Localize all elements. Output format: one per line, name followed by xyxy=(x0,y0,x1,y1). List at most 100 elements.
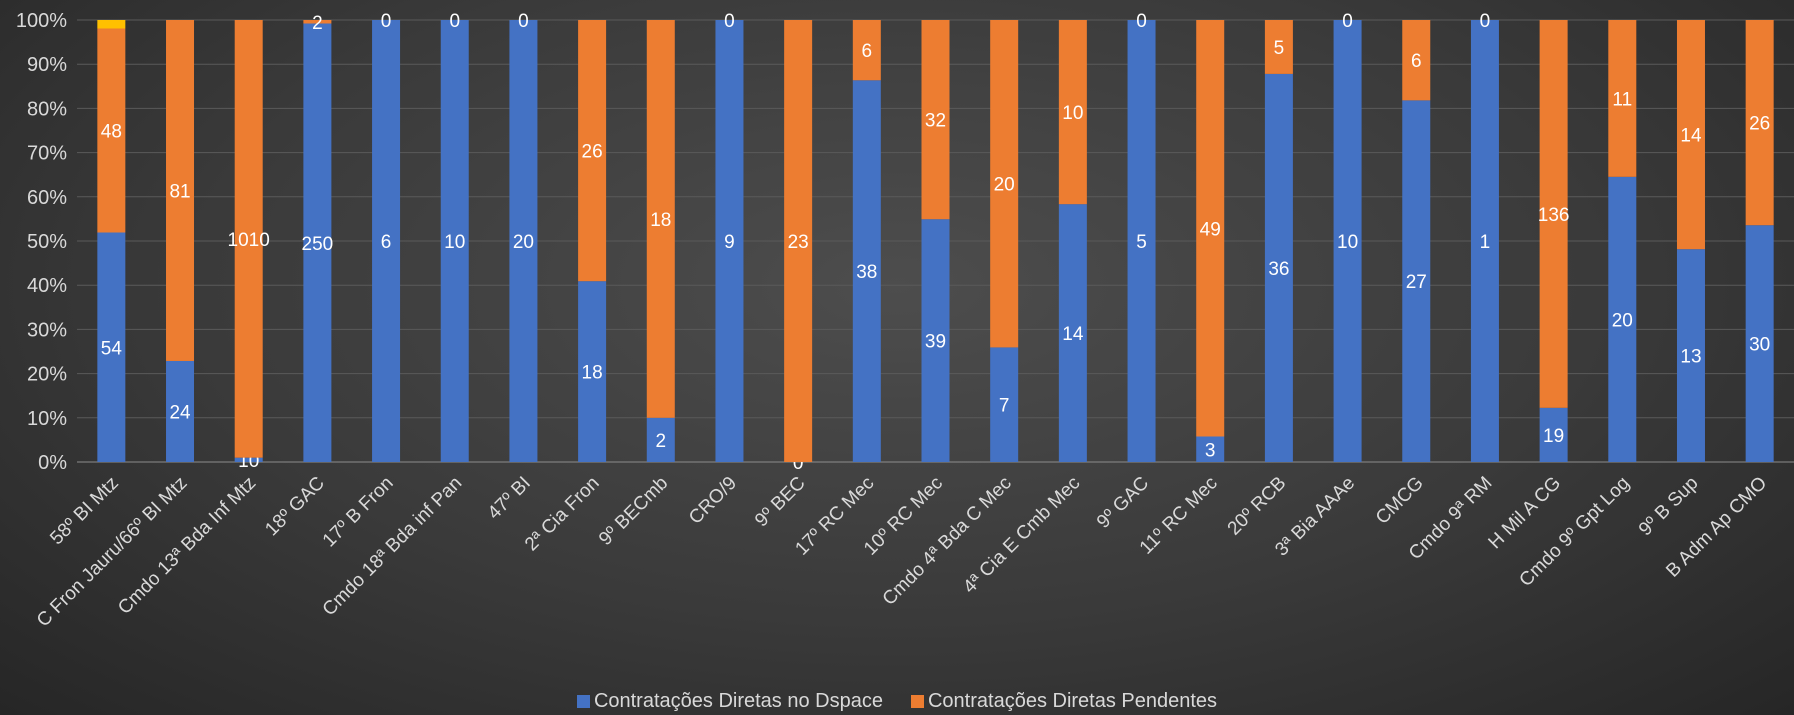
y-tick-label-80: 80% xyxy=(27,98,67,120)
y-tick-label-0: 0% xyxy=(38,452,67,474)
bar-segment-s0-13 xyxy=(990,347,1019,462)
data-label-s1-6: 0 xyxy=(518,11,529,32)
data-label-s0-22: 20 xyxy=(1612,310,1633,331)
data-label-s1-23: 14 xyxy=(1680,126,1702,147)
data-label-s1-21: 136 xyxy=(1538,205,1570,226)
data-label-s1-14: 10 xyxy=(1062,103,1083,124)
bar-segment-s0-14 xyxy=(1058,204,1087,462)
bar-segment-s0-12 xyxy=(921,219,950,462)
bar-segment-s0-19 xyxy=(1402,100,1431,462)
bar-segment-s1-10 xyxy=(784,20,813,462)
data-label-s1-2: 1010 xyxy=(228,230,270,251)
data-label-s0-8: 2 xyxy=(655,431,666,452)
data-label-s0-21: 19 xyxy=(1543,426,1564,447)
y-tick-label-30: 30% xyxy=(27,319,67,341)
bar-segment-s0-9 xyxy=(715,20,744,462)
legend-swatch-pendentes xyxy=(910,695,924,708)
bar-segment-s1-17 xyxy=(1264,20,1293,74)
bar-segment-s1-3 xyxy=(303,20,332,24)
bar-segment-s0-6 xyxy=(509,20,538,462)
data-label-s0-13: 7 xyxy=(999,396,1010,417)
data-label-s1-18: 0 xyxy=(1342,11,1353,32)
bar-segment-s0-11 xyxy=(852,80,881,462)
data-label-s1-7: 26 xyxy=(582,142,603,163)
bar-segment-s1-24 xyxy=(1745,20,1774,226)
y-tick-label-100: 100% xyxy=(16,10,67,32)
data-label-s0-19: 27 xyxy=(1406,272,1427,293)
category-label-8: 9º BECmb xyxy=(595,473,672,550)
y-tick-label-90: 90% xyxy=(27,54,67,76)
data-label-s0-14: 14 xyxy=(1062,324,1084,345)
category-label-13: Cmdo 4ª Bda C Mec xyxy=(879,473,1016,610)
bar-segment-s1-14 xyxy=(1058,20,1087,205)
data-label-s0-15: 5 xyxy=(1136,232,1147,253)
bar-segment-s0-15 xyxy=(1127,20,1156,462)
data-label-s0-18: 10 xyxy=(1337,232,1358,253)
data-label-s1-10: 23 xyxy=(788,232,809,253)
data-label-s1-15: 0 xyxy=(1136,11,1147,32)
category-label-5: Cmdo 18ª Bda inf Pan xyxy=(319,473,467,621)
data-label-s1-17: 5 xyxy=(1274,38,1285,59)
data-label-s1-1: 81 xyxy=(169,181,190,202)
bar-segment-s1-12 xyxy=(921,20,950,220)
y-tick-label-50: 50% xyxy=(27,231,67,253)
data-label-s0-6: 20 xyxy=(513,232,534,253)
bar-segment-s1-8 xyxy=(646,20,675,418)
bar-segment-s0-8 xyxy=(646,417,675,462)
bar-segment-s0-4 xyxy=(372,20,401,462)
legend: Contratações Diretas no Dspace Contrataç… xyxy=(0,690,1794,713)
data-label-s1-8: 18 xyxy=(650,210,671,231)
category-label-19: CMCG xyxy=(1372,473,1428,529)
bar-segment-s0-22 xyxy=(1608,176,1637,462)
bar-segment-s0-0 xyxy=(97,232,126,462)
data-label-s0-16: 3 xyxy=(1205,440,1216,461)
data-label-s1-5: 0 xyxy=(449,11,460,32)
category-label-6: 47º BI xyxy=(484,473,535,524)
category-label-14: 4ª Cia E Cmb Mec xyxy=(959,473,1084,598)
category-label-23: 9º B Sup xyxy=(1635,473,1703,541)
bar-segment-s0-20 xyxy=(1470,20,1499,462)
category-label-17: 20º RCB xyxy=(1224,473,1291,540)
data-label-s1-9: 0 xyxy=(724,11,735,32)
bar-segment-s1-7 xyxy=(578,20,607,282)
data-label-s1-20: 0 xyxy=(1480,11,1491,32)
data-label-s1-19: 6 xyxy=(1411,51,1422,72)
legend-label-pendentes: Contratações Diretas Pendentes xyxy=(927,690,1218,712)
bar-segment-s1-13 xyxy=(990,20,1019,348)
data-label-s1-4: 0 xyxy=(381,11,392,32)
data-label-s0-12: 39 xyxy=(925,332,946,353)
data-label-s0-4: 6 xyxy=(381,232,392,253)
data-label-s0-20: 1 xyxy=(1480,232,1491,253)
bar-segment-s0-16 xyxy=(1196,436,1225,462)
category-label-10: 9º BEC xyxy=(751,473,810,532)
data-label-s1-12: 32 xyxy=(925,111,946,132)
data-label-s1-13: 20 xyxy=(994,175,1015,196)
bar-segment-s1-0 xyxy=(97,28,126,233)
bar-segment-s1-1 xyxy=(166,20,195,361)
category-label-7: 2ª Cia Fron xyxy=(521,473,604,556)
bar-segment-s0-5 xyxy=(440,20,469,462)
bar-segment-s0-24 xyxy=(1745,225,1774,462)
category-label-9: CRO/9 xyxy=(685,473,741,529)
bar-segment-s1-11 xyxy=(852,20,881,81)
data-label-s1-16: 49 xyxy=(1200,219,1221,240)
data-label-s0-10: 0 xyxy=(793,453,804,474)
data-label-s0-17: 36 xyxy=(1268,259,1289,280)
bar-segment-s0-2 xyxy=(234,457,263,462)
legend-swatch-dspace xyxy=(576,695,590,708)
bar-segment-s0-7 xyxy=(578,281,607,462)
bar-segment-s1-2 xyxy=(234,20,263,458)
bar-segment-s0-1 xyxy=(166,360,195,462)
category-label-15: 9º GAC xyxy=(1093,473,1153,533)
legend-label-dspace: Contratações Diretas no Dspace xyxy=(593,690,883,712)
data-label-s0-0: 54 xyxy=(101,338,123,359)
y-tick-label-10: 10% xyxy=(27,408,67,430)
data-label-s1-0: 48 xyxy=(101,122,122,143)
y-tick-label-40: 40% xyxy=(27,275,67,297)
data-label-s0-1: 24 xyxy=(169,402,191,423)
data-label-s0-9: 9 xyxy=(724,232,735,253)
bar-segment-s0-3 xyxy=(303,23,332,463)
bar-segment-s1-16 xyxy=(1196,20,1225,437)
y-tick-label-70: 70% xyxy=(27,143,67,165)
